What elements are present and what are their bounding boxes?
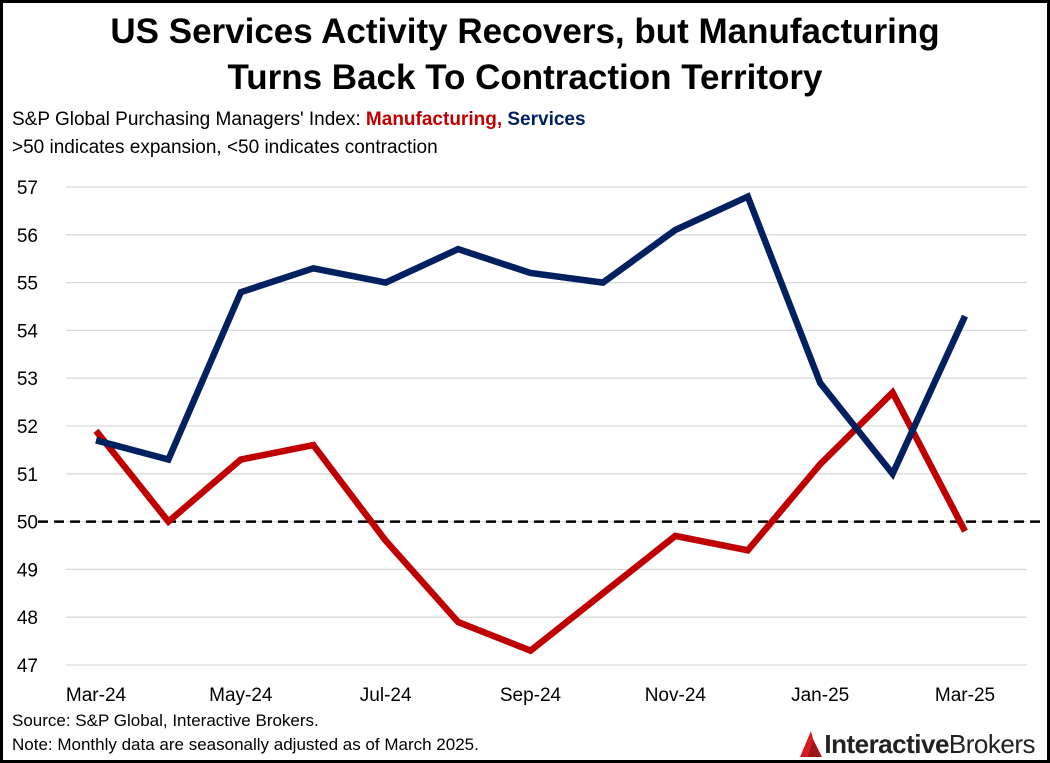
subtitle-services: Services [507, 109, 586, 130]
x-tick-label-mar-25: Mar-25 [935, 685, 995, 706]
source-note: Source: S&P Global, Interactive Brokers. [12, 711, 319, 730]
y-tick-label-55: 55 [17, 274, 38, 295]
x-axis-ticks: Mar-24 May-24 Jul-24 Sep-24 Nov-24 Jan-25 Mar-… [66, 685, 995, 706]
x-tick-label-jul-24: Jul-24 [360, 685, 412, 706]
title-line-1: US Services Activity Recovers, but Manuf… [110, 12, 940, 51]
x-tick-label-may-24: May-24 [209, 685, 273, 706]
y-tick-label-51: 51 [17, 465, 38, 486]
pmi-line-chart: 47 48 49 50 51 52 53 54 55 56 57 Mar-24 May-24 Jul-2… [17, 178, 1043, 706]
brokers-logo-icon [800, 731, 823, 757]
logo-wordmark: InteractiveBrokers [824, 729, 1035, 760]
interactive-brokers-logo: InteractiveBrokers [798, 727, 1036, 761]
title-line-2: Turns Back To Contraction Territory [227, 58, 823, 97]
y-tick-label-49: 49 [17, 560, 38, 581]
y-tick-label-50: 50 [17, 513, 38, 534]
y-tick-label-53: 53 [17, 369, 38, 390]
x-tick-label-mar-24: Mar-24 [66, 685, 127, 706]
subtitle-manufacturing: Manufacturing [365, 109, 497, 130]
series-group [93, 192, 968, 655]
series-line-services [95, 192, 968, 480]
chart-subtitle-2: >50 indicates expansion, <50 indicates c… [12, 137, 438, 158]
chart-subtitle: S&P Global Purchasing Managers' Index: M… [12, 109, 586, 131]
gridlines [66, 186, 1027, 666]
subtitle-separator: , [496, 109, 508, 130]
logo-word-interactive: Interactive [824, 728, 949, 759]
x-tick-label-jan-25: Jan-25 [791, 685, 849, 706]
logo-word-brokers: Brokers [948, 728, 1036, 759]
subtitle-prefix: S&P Global Purchasing Managers' Index: [12, 109, 366, 130]
y-tick-label-56: 56 [17, 226, 38, 247]
data-note: Note: Monthly data are seasonally adjust… [12, 735, 479, 754]
y-tick-label-47: 47 [17, 656, 38, 677]
y-tick-label-54: 54 [17, 321, 39, 342]
y-tick-label-57: 57 [17, 178, 38, 199]
chart-title: US Services Activity Recovers, but Manuf… [3, 9, 1047, 101]
series-line-manufacturing [93, 387, 968, 655]
x-tick-label-nov-24: Nov-24 [645, 685, 707, 706]
y-tick-label-48: 48 [17, 608, 38, 629]
y-tick-label-52: 52 [17, 417, 38, 438]
x-tick-label-sep-24: Sep-24 [500, 685, 562, 706]
y-axis-ticks: 47 48 49 50 51 52 53 54 55 56 57 [17, 178, 39, 677]
